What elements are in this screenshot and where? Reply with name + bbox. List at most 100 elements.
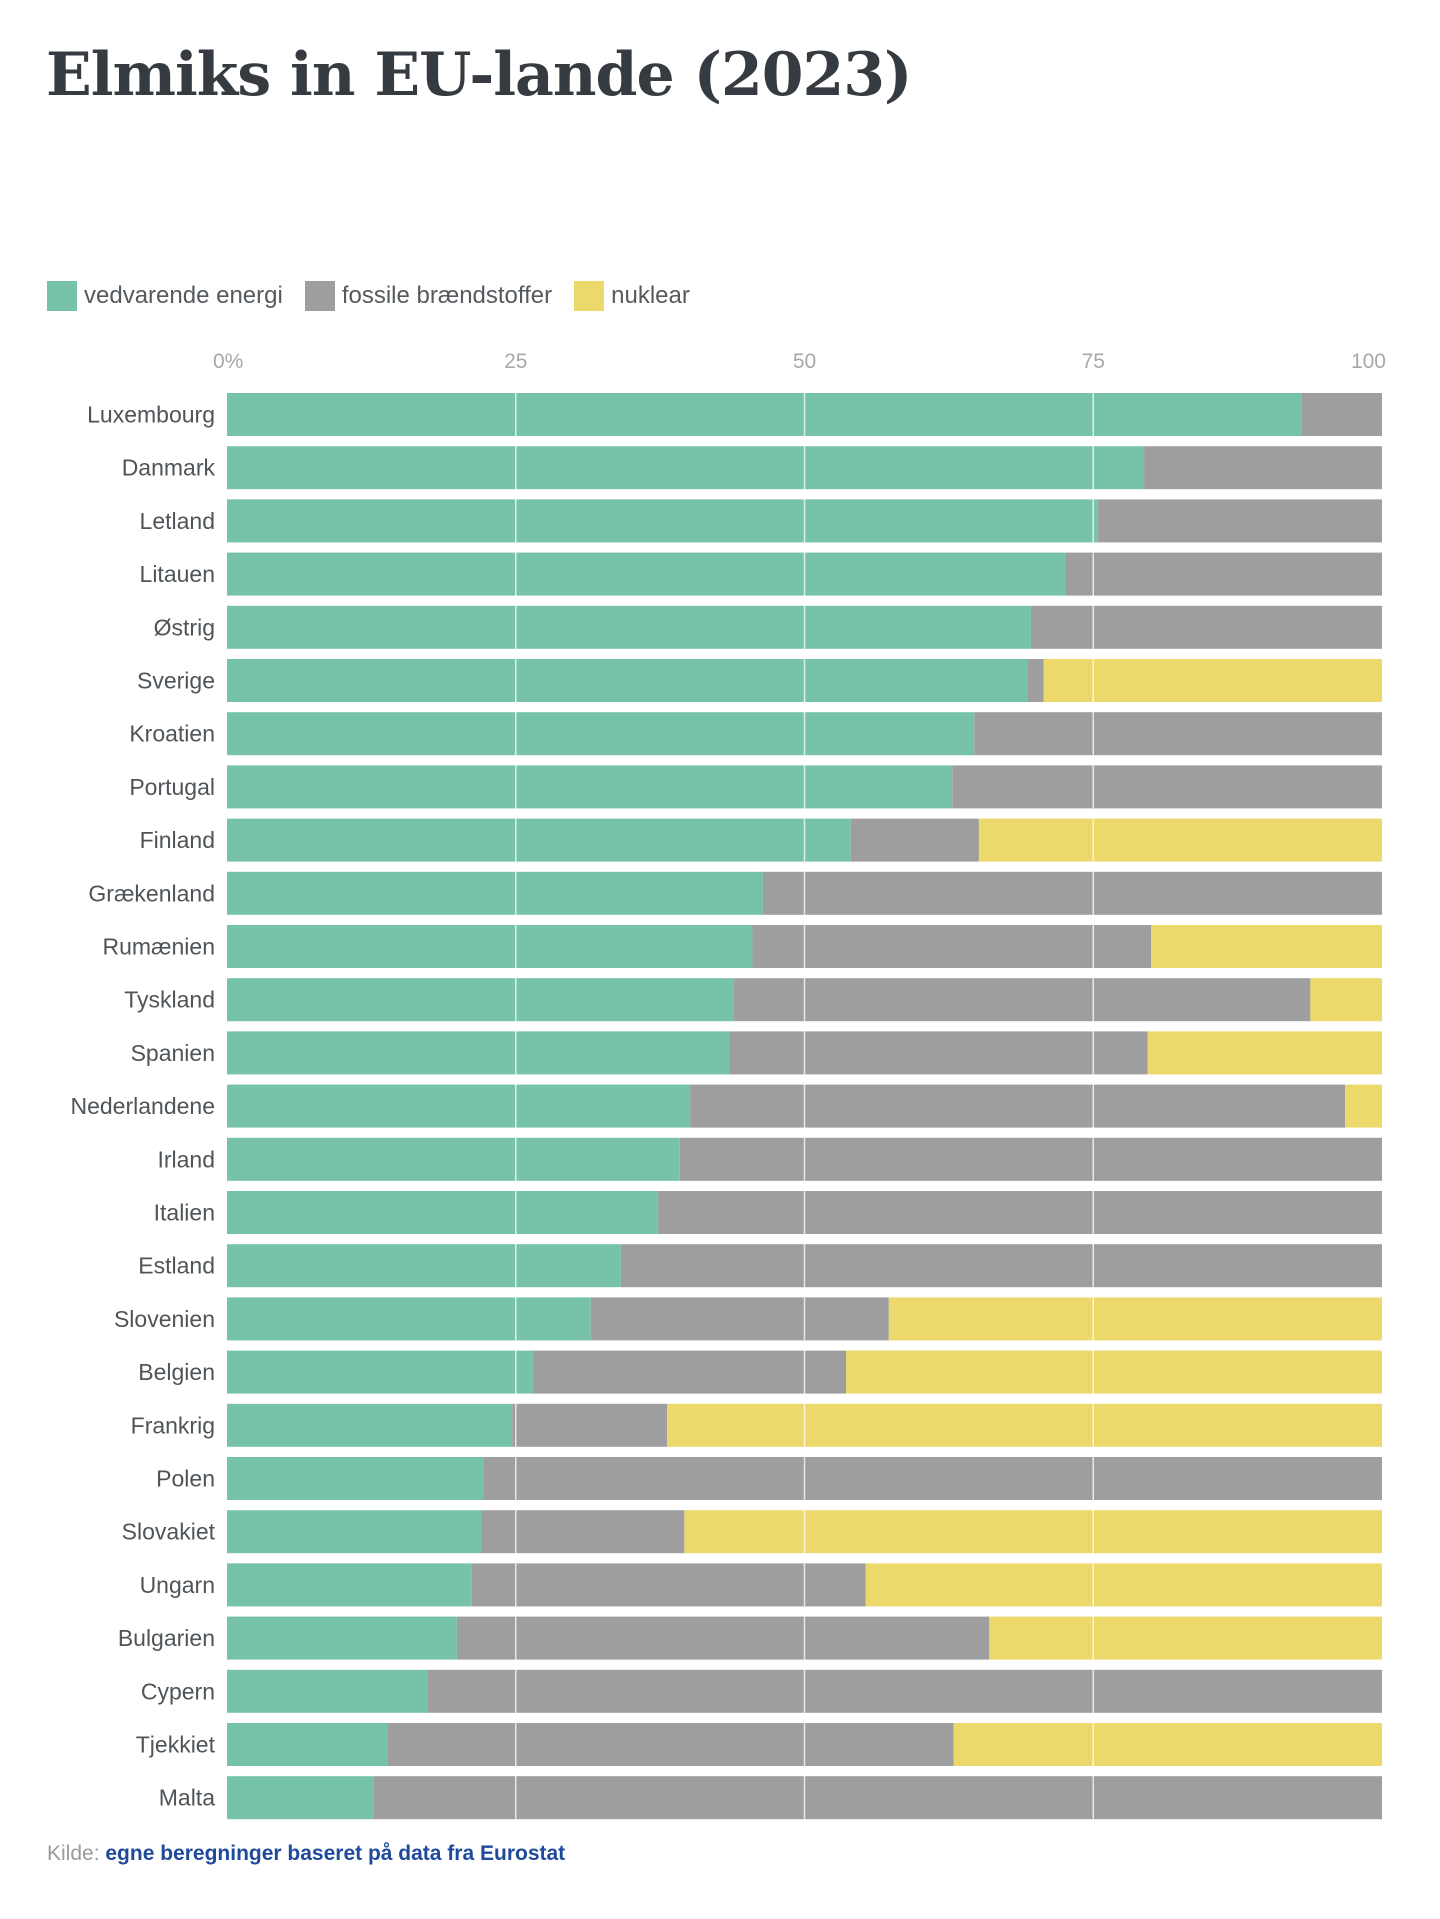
bar-segment-fossil (734, 978, 1311, 1022)
category-label: Kroatien (129, 721, 215, 747)
category-label: Luxembourg (87, 402, 215, 428)
category-label: Polen (156, 1466, 215, 1492)
legend-swatch-nuclear (574, 281, 605, 311)
bar-segment-fossil (427, 1669, 1383, 1713)
category-label: Danmark (122, 455, 216, 481)
legend-item-renewable: vedvarende energi (47, 281, 283, 311)
category-label: Rumænien (103, 934, 216, 960)
category-label: Nederlandene (70, 1093, 215, 1119)
legend-label-nuclear: nuklear (611, 282, 690, 309)
bar-segment-fossil (952, 765, 1382, 809)
bar-segment-fossil (1144, 446, 1382, 490)
x-tick-label: 75 (1082, 350, 1105, 373)
bar-segment-fossil (1065, 552, 1382, 596)
bar-segment-renewable (227, 1297, 591, 1341)
bar-segment-renewable (227, 1510, 482, 1554)
bar-segment-renewable (227, 393, 1302, 436)
source-label: Kilde: (47, 1842, 100, 1865)
bar-segment-nuclear (846, 1350, 1382, 1394)
bar-segment-renewable (227, 1616, 457, 1660)
bar-segment-fossil (657, 1191, 1382, 1234)
legend-item-nuclear: nuklear (574, 281, 690, 311)
legend-label-renewable: vedvarende energi (84, 282, 283, 309)
bar-segment-renewable (227, 1350, 534, 1394)
category-label: Sverige (137, 668, 215, 694)
bar-segment-renewable (227, 1084, 691, 1128)
category-label: Litauen (140, 561, 215, 587)
bar-segment-fossil (752, 925, 1151, 968)
category-label: Portugal (129, 774, 215, 800)
category-label: Slovakiet (122, 1519, 216, 1545)
x-tick-label: 100 (1351, 350, 1386, 373)
bar-segment-fossil (762, 871, 1382, 915)
bar-segment-fossil (373, 1776, 1382, 1820)
bar-segment-fossil (850, 818, 979, 862)
bar-segment-renewable (227, 659, 1028, 702)
bar-segment-fossil (481, 1510, 685, 1554)
bar-segment-renewable (227, 1137, 680, 1181)
bar-segment-fossil (620, 1244, 1382, 1288)
category-label: Spanien (131, 1040, 215, 1066)
bar-segment-fossil (533, 1350, 847, 1394)
bar-segment-nuclear (989, 1616, 1382, 1660)
bar-segment-renewable (227, 1244, 621, 1288)
bar-segment-fossil (690, 1084, 1346, 1128)
legend-label-fossil: fossile brændstoffer (341, 282, 553, 309)
x-tick-label: 0% (213, 350, 243, 373)
bar-segment-nuclear (865, 1563, 1382, 1607)
category-label: Malta (159, 1785, 215, 1811)
category-label: Tjekkiet (136, 1732, 216, 1758)
bar-segment-nuclear (978, 818, 1382, 862)
x-tick-label: 50 (793, 350, 816, 373)
stacked-bar-chart: 0% 25 50 75 100 Luxembourg Danmark Letland Litau… (70, 350, 1386, 1822)
legend-swatch-fossil (304, 281, 335, 311)
category-label: Finland (140, 827, 215, 853)
bar-segment-renewable (227, 605, 1031, 649)
bar-segment-renewable (227, 765, 953, 809)
category-label: Italien (154, 1200, 215, 1226)
bar-segment-nuclear (1043, 659, 1382, 702)
bar-segment-nuclear (667, 1403, 1382, 1447)
category-label: Østrig (154, 614, 215, 640)
category-label: Letland (140, 508, 215, 534)
bar-segment-fossil (1097, 499, 1382, 543)
bar-segment-renewable (227, 818, 851, 862)
bar-segment-renewable (227, 871, 763, 915)
bar-segment-fossil (729, 1031, 1148, 1075)
bar-segment-fossil (1301, 393, 1382, 436)
chart-title: Elmiks in EU-lande (2023) (46, 40, 912, 110)
bar-segment-renewable (227, 712, 975, 756)
bar-segment-renewable (227, 1723, 388, 1766)
bar-segment-fossil (456, 1616, 990, 1660)
category-label: Estland (138, 1253, 215, 1279)
bar-segment-fossil (1027, 659, 1044, 702)
bar-segment-renewable (227, 446, 1145, 490)
category-label: Bulgarien (118, 1625, 215, 1651)
bar-segment-renewable (227, 1191, 658, 1234)
bar-segment-nuclear (953, 1723, 1382, 1766)
bar-segment-renewable (227, 1776, 374, 1820)
bar-segment-nuclear (1147, 1031, 1382, 1075)
bar-segment-renewable (227, 1669, 428, 1713)
bar-segment-nuclear (1310, 978, 1382, 1022)
bar-segment-renewable (227, 1563, 472, 1607)
bar-segment-fossil (471, 1563, 866, 1607)
category-label: Ungarn (140, 1572, 215, 1598)
category-label: Irland (157, 1146, 215, 1172)
legend-item-fossil: fossile brændstoffer (304, 281, 553, 311)
bar-segment-renewable (227, 499, 1098, 543)
bar-segment-renewable (227, 1031, 730, 1075)
bar-segment-fossil (974, 712, 1382, 756)
bar-segment-nuclear (1151, 925, 1382, 968)
bar-segment-fossil (590, 1297, 889, 1341)
bar-segment-fossil (679, 1137, 1382, 1181)
category-label: Tyskland (124, 987, 215, 1013)
chart-legend: vedvarende energi fossile brændstoffer n… (47, 281, 712, 311)
bar-segment-nuclear (1345, 1084, 1382, 1128)
bar-segment-fossil (1030, 605, 1382, 649)
category-label: Grækenland (88, 880, 215, 906)
x-tick-label: 25 (504, 350, 527, 373)
source-link[interactable]: egne beregninger baseret på data fra Eur… (105, 1842, 566, 1865)
bar-segment-renewable (227, 552, 1066, 596)
category-label: Cypern (141, 1678, 215, 1704)
